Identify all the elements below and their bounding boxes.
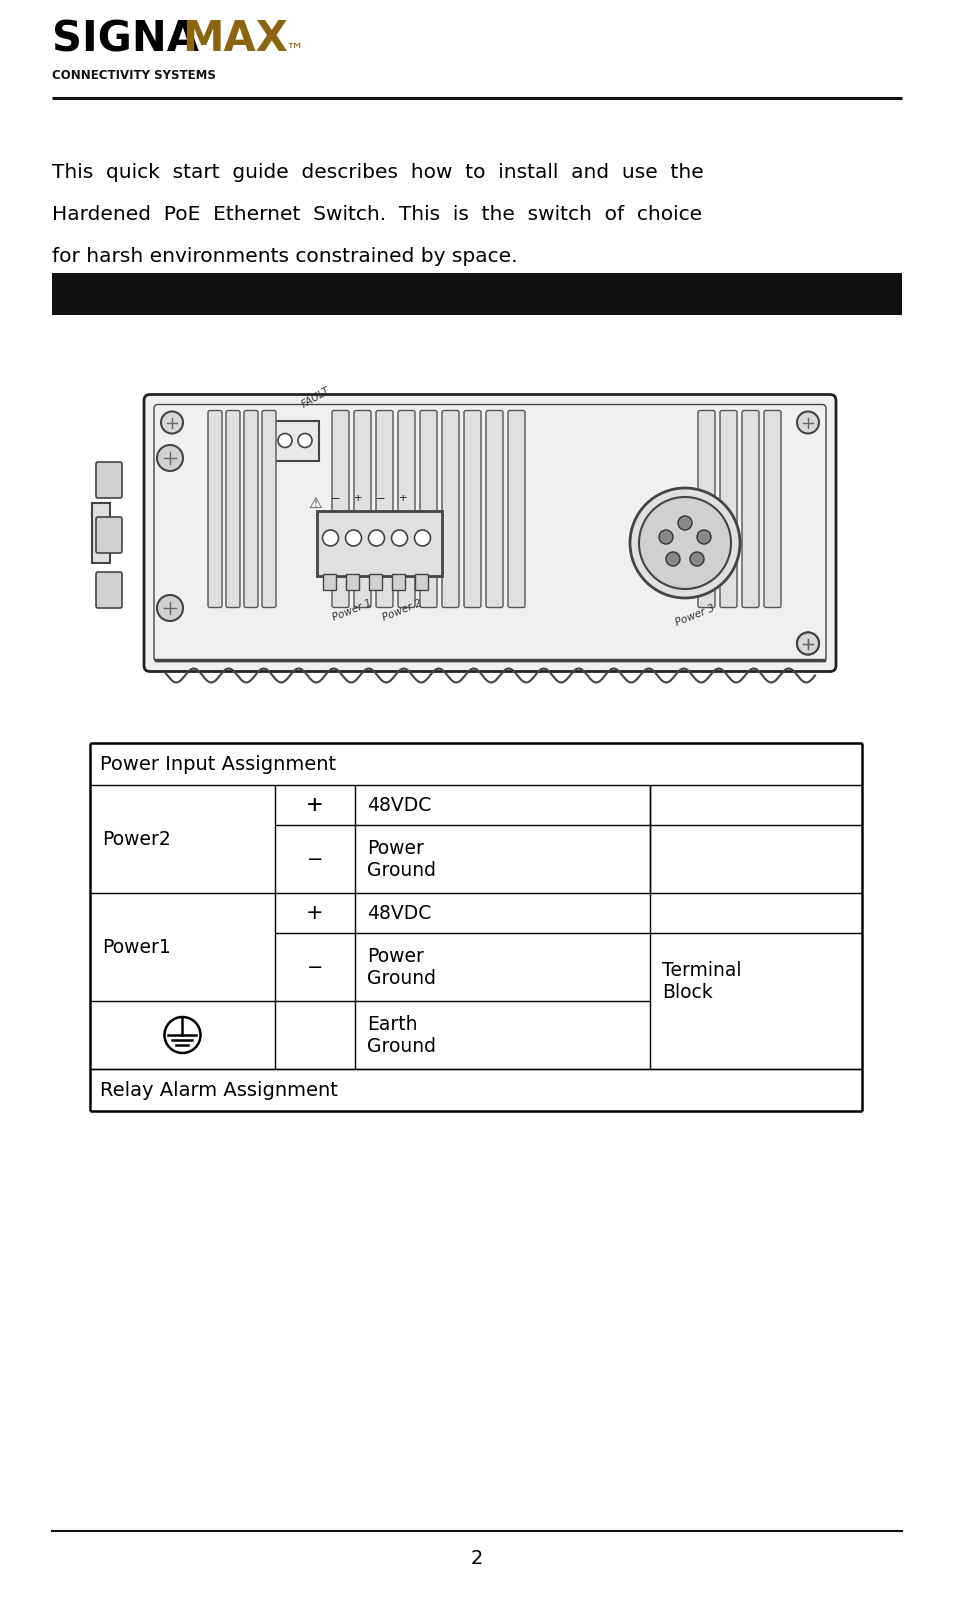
FancyBboxPatch shape: [375, 410, 393, 608]
FancyBboxPatch shape: [144, 394, 835, 672]
Text: 48VDC: 48VDC: [367, 795, 431, 814]
Circle shape: [157, 595, 183, 620]
FancyBboxPatch shape: [244, 410, 257, 608]
Text: Power Input Assignment: Power Input Assignment: [100, 755, 335, 774]
Circle shape: [678, 516, 691, 531]
Bar: [346, 574, 359, 590]
Text: −: −: [307, 850, 323, 869]
Text: This  quick  start  guide  describes  how  to  install  and  use  the: This quick start guide describes how to …: [52, 164, 703, 183]
Text: Power2: Power2: [102, 829, 171, 848]
FancyBboxPatch shape: [354, 410, 371, 608]
FancyBboxPatch shape: [463, 410, 480, 608]
FancyBboxPatch shape: [698, 410, 714, 608]
Circle shape: [796, 633, 818, 654]
Text: ⚠: ⚠: [308, 495, 321, 511]
Circle shape: [157, 446, 183, 471]
Bar: [369, 574, 382, 590]
Bar: [392, 574, 405, 590]
Bar: [271, 420, 318, 460]
FancyBboxPatch shape: [485, 410, 502, 608]
Bar: [52, 273, 901, 316]
Text: ™: ™: [285, 42, 303, 59]
Bar: [317, 510, 442, 575]
FancyBboxPatch shape: [96, 572, 122, 608]
Text: MAX: MAX: [182, 18, 288, 59]
Text: Power1: Power1: [102, 938, 171, 957]
FancyBboxPatch shape: [332, 410, 349, 608]
Circle shape: [297, 433, 312, 447]
Bar: [416, 574, 428, 590]
Text: –  +  –  +: – + – +: [332, 492, 407, 505]
Text: FAULT: FAULT: [299, 385, 332, 409]
Circle shape: [796, 412, 818, 433]
FancyBboxPatch shape: [226, 410, 240, 608]
Text: 48VDC: 48VDC: [367, 904, 431, 922]
Text: Earth
Ground: Earth Ground: [367, 1015, 436, 1055]
Text: Terminal
Block: Terminal Block: [661, 960, 740, 1002]
Text: Hardened  PoE  Ethernet  Switch.  This  is  the  switch  of  choice: Hardened PoE Ethernet Switch. This is th…: [52, 205, 701, 224]
Text: +: +: [306, 902, 323, 923]
Text: SIGNA: SIGNA: [52, 18, 199, 59]
Text: +: +: [306, 795, 323, 814]
FancyBboxPatch shape: [419, 410, 436, 608]
Text: −: −: [307, 957, 323, 976]
Bar: [323, 574, 336, 590]
Circle shape: [277, 433, 292, 447]
Text: 2: 2: [471, 1548, 482, 1568]
FancyBboxPatch shape: [96, 518, 122, 553]
FancyBboxPatch shape: [96, 462, 122, 499]
Circle shape: [689, 551, 703, 566]
FancyBboxPatch shape: [441, 410, 458, 608]
FancyBboxPatch shape: [507, 410, 524, 608]
Circle shape: [322, 531, 338, 547]
Text: Relay Alarm Assignment: Relay Alarm Assignment: [100, 1080, 337, 1100]
Circle shape: [665, 551, 679, 566]
Text: +: +: [306, 795, 323, 814]
Circle shape: [697, 531, 710, 543]
Circle shape: [629, 487, 740, 598]
Text: CONNECTIVITY SYSTEMS: CONNECTIVITY SYSTEMS: [52, 69, 215, 82]
FancyBboxPatch shape: [720, 410, 737, 608]
Text: Power 3: Power 3: [673, 603, 716, 628]
Text: for harsh environments constrained by space.: for harsh environments constrained by sp…: [52, 247, 517, 266]
FancyBboxPatch shape: [741, 410, 759, 608]
Circle shape: [639, 497, 730, 588]
Circle shape: [659, 531, 672, 543]
Circle shape: [345, 531, 361, 547]
FancyBboxPatch shape: [397, 410, 415, 608]
Bar: [91, 503, 110, 563]
Circle shape: [391, 531, 407, 547]
Circle shape: [796, 633, 818, 654]
Circle shape: [368, 531, 384, 547]
Circle shape: [164, 1016, 200, 1053]
FancyBboxPatch shape: [262, 410, 275, 608]
Text: Power 2: Power 2: [380, 598, 423, 622]
Text: Power
Ground: Power Ground: [367, 838, 436, 880]
Circle shape: [161, 412, 183, 433]
Text: Power 1: Power 1: [331, 598, 373, 622]
Circle shape: [414, 531, 430, 547]
FancyBboxPatch shape: [208, 410, 222, 608]
Text: Power
Ground: Power Ground: [367, 946, 436, 987]
FancyBboxPatch shape: [763, 410, 781, 608]
